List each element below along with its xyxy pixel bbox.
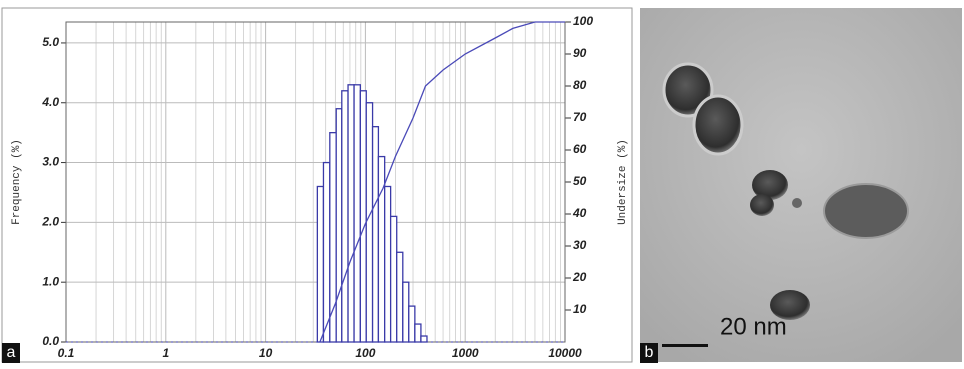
- y2-tick-label: 30: [573, 238, 587, 252]
- y2-tick-label: 80: [573, 78, 587, 92]
- y-tick-label: 4.0: [41, 95, 59, 109]
- y-tick-label: 0.0: [42, 334, 59, 348]
- particle: [792, 198, 802, 208]
- y-tick-label: 3.0: [42, 155, 59, 169]
- panel-label-box: [2, 343, 20, 363]
- x-tick-label: 1000: [452, 346, 479, 360]
- bar: [335, 108, 343, 343]
- panel-label: a: [7, 344, 16, 361]
- particle: [662, 62, 714, 118]
- bar: [353, 84, 361, 343]
- y2-tick-label: 40: [572, 206, 587, 220]
- bar: [341, 90, 349, 343]
- bar: [359, 90, 367, 343]
- x-tick-label: 0.1: [58, 346, 75, 360]
- cumulative-line: [319, 21, 565, 343]
- bar: [396, 251, 404, 343]
- bar: [316, 185, 325, 343]
- plot: 0.1 1 10 100 1000 10000 0.0 1.0 2.0 3.0 4.0 5.0 10 20…: [41, 14, 593, 360]
- bar: [389, 215, 398, 343]
- particle: [752, 170, 788, 200]
- y2-tick-label: 60: [573, 142, 587, 156]
- y2-tick-label: 20: [572, 270, 587, 284]
- y-tick-label: 2.0: [41, 215, 59, 229]
- y-axis-label: Frequency (%): [11, 139, 23, 225]
- plot-frame: [65, 21, 566, 343]
- tem-image: 20 nm b: [640, 8, 962, 363]
- particle: [692, 94, 744, 156]
- y2-tick-label: 70: [573, 110, 587, 124]
- x-tick-label: 10: [259, 346, 273, 360]
- bar: [414, 323, 422, 343]
- panel-label: b: [645, 344, 654, 361]
- x-tick-label: 100: [355, 346, 375, 360]
- y2-tick-label: 50: [573, 174, 587, 188]
- particle: [823, 183, 909, 239]
- particle: [750, 194, 774, 216]
- bar: [322, 161, 331, 343]
- bar: [384, 185, 392, 343]
- bar: [377, 155, 386, 343]
- y-tick-label: 5.0: [42, 35, 59, 49]
- scale-bar: [662, 344, 708, 347]
- bar: [408, 305, 416, 343]
- scale-bar-label: 20 nm: [720, 313, 787, 340]
- bar: [371, 126, 380, 343]
- y2-tick-label: 90: [573, 46, 587, 60]
- bar: [365, 102, 374, 343]
- y2-tick-label: 10: [573, 302, 587, 316]
- bar: [420, 335, 428, 343]
- particle: [770, 290, 810, 320]
- x-tick-label: 10000: [548, 346, 582, 360]
- bar: [402, 281, 410, 343]
- x-tick-label: 1: [162, 346, 169, 360]
- y2-axis-label: Undersize (%): [617, 139, 629, 225]
- y2-tick-label: 100: [573, 14, 593, 28]
- y-tick-label: 1.0: [42, 274, 59, 288]
- bar: [347, 84, 355, 343]
- panel-label-box: [640, 343, 658, 363]
